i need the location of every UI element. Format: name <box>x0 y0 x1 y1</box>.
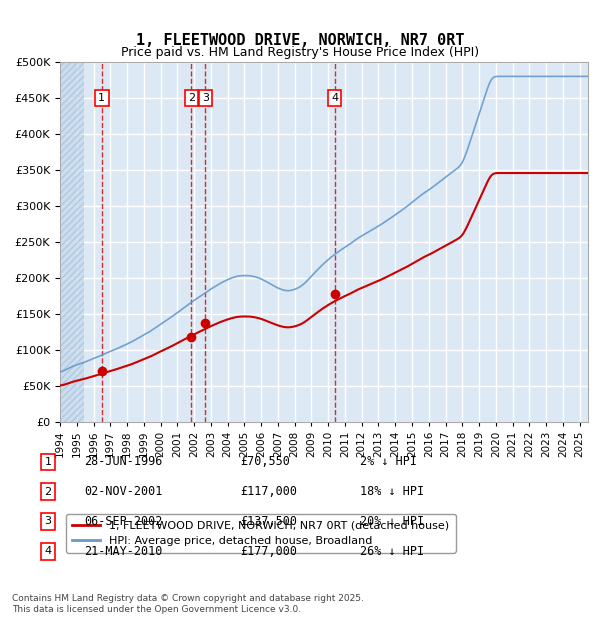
Text: 21-MAY-2010: 21-MAY-2010 <box>84 545 163 557</box>
Text: Contains HM Land Registry data © Crown copyright and database right 2025.
This d: Contains HM Land Registry data © Crown c… <box>12 595 364 614</box>
Text: £117,000: £117,000 <box>240 485 297 498</box>
Text: 3: 3 <box>44 516 52 526</box>
Text: 3: 3 <box>202 93 209 103</box>
Text: 06-SEP-2002: 06-SEP-2002 <box>84 515 163 528</box>
Legend: 1, FLEETWOOD DRIVE, NORWICH, NR7 0RT (detached house), HPI: Average price, detac: 1, FLEETWOOD DRIVE, NORWICH, NR7 0RT (de… <box>65 514 455 552</box>
Text: 4: 4 <box>44 546 52 556</box>
Text: 1: 1 <box>98 93 105 103</box>
Text: 02-NOV-2001: 02-NOV-2001 <box>84 485 163 498</box>
Text: 2% ↓ HPI: 2% ↓ HPI <box>360 456 417 468</box>
Text: 28-JUN-1996: 28-JUN-1996 <box>84 456 163 468</box>
Text: Price paid vs. HM Land Registry's House Price Index (HPI): Price paid vs. HM Land Registry's House … <box>121 46 479 59</box>
Text: 2: 2 <box>188 93 195 103</box>
Text: 18% ↓ HPI: 18% ↓ HPI <box>360 485 424 498</box>
Text: £137,500: £137,500 <box>240 515 297 528</box>
Text: 20% ↓ HPI: 20% ↓ HPI <box>360 515 424 528</box>
Text: 4: 4 <box>331 93 338 103</box>
Text: 1: 1 <box>44 457 52 467</box>
Text: 1, FLEETWOOD DRIVE, NORWICH, NR7 0RT: 1, FLEETWOOD DRIVE, NORWICH, NR7 0RT <box>136 33 464 48</box>
Text: £70,550: £70,550 <box>240 456 290 468</box>
Text: £177,000: £177,000 <box>240 545 297 557</box>
Text: 26% ↓ HPI: 26% ↓ HPI <box>360 545 424 557</box>
Text: 2: 2 <box>44 487 52 497</box>
